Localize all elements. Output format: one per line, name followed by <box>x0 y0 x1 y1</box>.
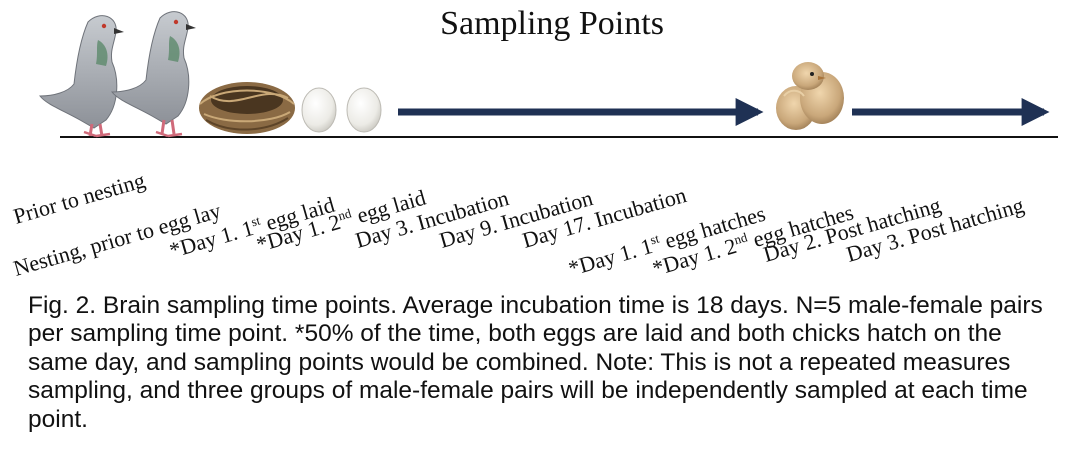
chicks-icon <box>776 62 844 130</box>
figure-title: Sampling Points <box>440 5 664 42</box>
sampling-point-label: Prior to nesting <box>10 167 147 228</box>
figure-caption: Fig. 2. Brain sampling time points. Aver… <box>28 292 1043 433</box>
pigeon-pair-icon <box>38 11 196 138</box>
eggs-icon <box>301 87 382 133</box>
sampling-timeline-figure: Sampling Points <box>10 5 1058 281</box>
nest-icon <box>199 82 295 134</box>
